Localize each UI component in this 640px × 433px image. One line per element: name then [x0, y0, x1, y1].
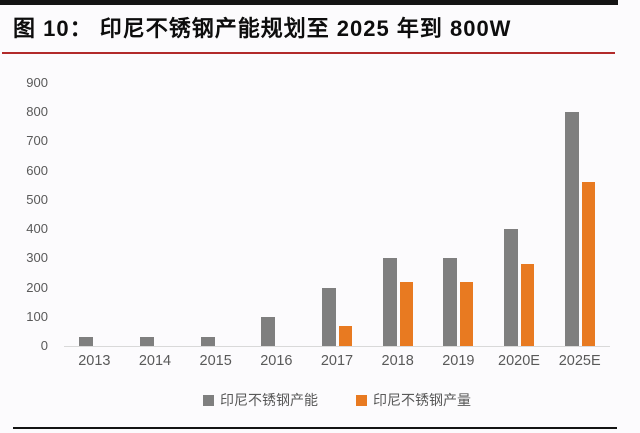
- x-tick-label: 2015: [199, 353, 232, 369]
- title-underline: [2, 52, 615, 54]
- bar-capacity-2016: [261, 316, 276, 346]
- bar-production-2018: [399, 281, 413, 346]
- bar-capacity-2014: [139, 337, 154, 346]
- bar-group-2025E: [549, 83, 610, 346]
- bar-capacity-2025E: [564, 112, 579, 346]
- bar-group-2014: [125, 83, 186, 346]
- bar-group-2013: [64, 83, 125, 346]
- legend-swatch-icon: [203, 394, 214, 406]
- bar-production-2019: [460, 281, 474, 346]
- bar-production-2020E: [520, 264, 534, 346]
- bar-capacity-2018: [382, 258, 397, 346]
- bar-capacity-2019: [443, 258, 458, 346]
- chart-title: 图 10： 印尼不锈钢产能规划至 2025 年到 800W: [13, 16, 512, 41]
- y-axis: 900 800 700 600 500 400 300 200 100 0: [0, 75, 52, 353]
- y-tick-label: 700: [26, 133, 48, 149]
- legend-swatch-icon: [356, 394, 367, 406]
- bar-production-2025E: [581, 182, 595, 346]
- y-tick-label: 100: [26, 308, 48, 324]
- y-tick-label: 900: [26, 75, 48, 90]
- bar-capacity-2020E: [503, 229, 518, 346]
- y-tick-label: 200: [26, 279, 48, 295]
- x-tick-label: 2014: [138, 353, 172, 369]
- x-axis: 2013 2014 2015 2016 2017 2018 2019 2020E 2025E: [64, 353, 610, 373]
- bar-group-2017: [307, 83, 368, 346]
- bar-capacity-2017: [321, 287, 336, 346]
- bar-capacity-2013: [79, 337, 94, 346]
- bar-group-2018: [367, 83, 428, 346]
- legend-label: 印尼不锈钢产能: [220, 392, 318, 408]
- y-tick-label: 600: [26, 162, 48, 178]
- legend: 印尼不锈钢产能 印尼不锈钢产量: [64, 390, 610, 410]
- plot-area: [64, 83, 610, 347]
- legend-item-production: 印尼不锈钢产量: [356, 390, 471, 410]
- x-tick-label: 2013: [78, 353, 111, 369]
- legend-label: 印尼不锈钢产量: [373, 392, 471, 408]
- bar-group-2016: [246, 83, 307, 346]
- bottom-rule: [13, 427, 617, 429]
- bar-capacity-2015: [200, 337, 215, 346]
- bar-group-2019: [428, 83, 489, 346]
- y-tick-label: 500: [26, 191, 48, 207]
- bar-group-2015: [185, 83, 246, 346]
- bar-production-2017: [338, 325, 352, 346]
- x-tick-label: 2016: [260, 353, 293, 369]
- bar-group-2020E: [489, 83, 550, 346]
- y-tick-label: 400: [26, 221, 48, 237]
- y-tick-label: 800: [26, 104, 48, 120]
- x-tick-label: 2019: [442, 353, 475, 369]
- x-tick-label: 2018: [381, 353, 414, 369]
- x-tick-label: 2017: [320, 353, 354, 369]
- y-tick-label: 0: [40, 338, 48, 353]
- x-tick-label: 2020E: [498, 353, 540, 369]
- legend-item-capacity: 印尼不锈钢产能: [203, 390, 318, 410]
- y-tick-label: 300: [26, 250, 48, 266]
- x-tick-label: 2025E: [558, 353, 601, 369]
- top-rule: [0, 0, 618, 5]
